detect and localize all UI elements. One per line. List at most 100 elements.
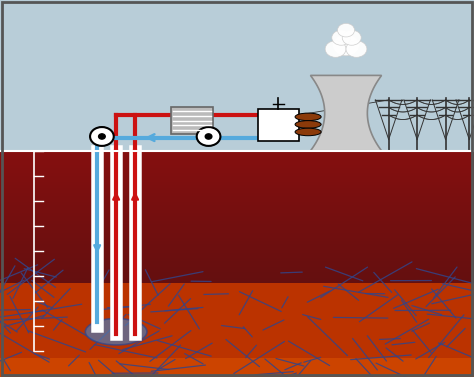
Bar [0,204,474,207]
Bar [0,332,474,335]
Bar [0,250,474,253]
Bar [0,357,474,360]
Bar [0,227,474,230]
Bar [0,360,474,363]
Bar [0,247,474,250]
Polygon shape [310,75,382,151]
Bar [0,301,474,303]
Bar [0,337,474,340]
Bar [0,290,474,292]
Ellipse shape [295,113,321,121]
Circle shape [346,41,367,57]
Bar [0,222,474,224]
Bar [0,371,474,374]
Bar [0,340,474,343]
Bar [0,230,474,233]
FancyBboxPatch shape [258,109,299,141]
Circle shape [90,127,114,146]
Circle shape [332,30,351,45]
Circle shape [99,134,105,139]
Bar [0,309,474,312]
Bar [0,207,474,210]
Bar [0,154,474,156]
Bar [0,0,474,151]
Bar [0,199,474,202]
Bar [0,159,474,162]
Bar [0,190,474,193]
Bar [0,287,474,290]
Circle shape [333,35,359,56]
Bar [0,185,474,188]
Bar [0,176,474,179]
Bar [0,216,474,219]
Bar [0,270,474,272]
Ellipse shape [295,121,321,128]
Bar [0,315,474,317]
Bar [0,306,474,309]
Circle shape [342,30,361,45]
Circle shape [325,41,346,57]
Bar [0,165,474,168]
Bar [0,275,474,278]
Bar [0,224,474,227]
Bar [0,335,474,337]
Bar [0,366,474,369]
Ellipse shape [295,128,321,136]
Bar [0,295,474,298]
Circle shape [197,127,220,146]
Bar [0,369,474,371]
Bar [0,233,474,236]
Bar [0,326,474,329]
Bar [0,267,474,270]
Circle shape [205,134,212,139]
Bar [0,323,474,326]
Ellipse shape [85,319,147,345]
Bar [0,320,474,323]
Bar [0,278,474,281]
Bar [0,298,474,301]
Bar [0,351,474,354]
Bar [0,244,474,247]
Bar [0,151,474,154]
Bar [0,239,474,241]
Bar [0,258,474,261]
Bar [0,213,474,216]
FancyBboxPatch shape [171,107,213,134]
Bar [0,236,474,239]
Bar [0,374,474,377]
Bar [0,241,474,244]
Bar [0,312,474,315]
Bar [0,179,474,182]
Bar [0,329,474,332]
Bar [0,264,474,267]
Bar [0,173,474,176]
Bar [0,272,474,275]
Bar [0,292,474,295]
Bar [0,347,474,377]
Bar [0,256,474,258]
Bar [0,170,474,173]
Bar [0,284,474,287]
Bar [0,188,474,190]
Bar [0,196,474,199]
Bar [0,283,474,358]
Bar [0,202,474,204]
Bar [0,182,474,185]
Bar [0,261,474,264]
Bar [0,354,474,357]
Bar [0,349,474,351]
Bar [0,168,474,170]
Bar [0,253,474,256]
Bar [0,346,474,349]
Bar [0,210,474,213]
Bar [0,219,474,222]
Bar [0,193,474,196]
Bar [0,162,474,165]
Bar [0,281,474,284]
Bar [0,343,474,346]
Bar [0,156,474,159]
Bar [0,317,474,320]
Circle shape [337,23,355,37]
Bar [0,363,474,366]
Bar [0,303,474,306]
